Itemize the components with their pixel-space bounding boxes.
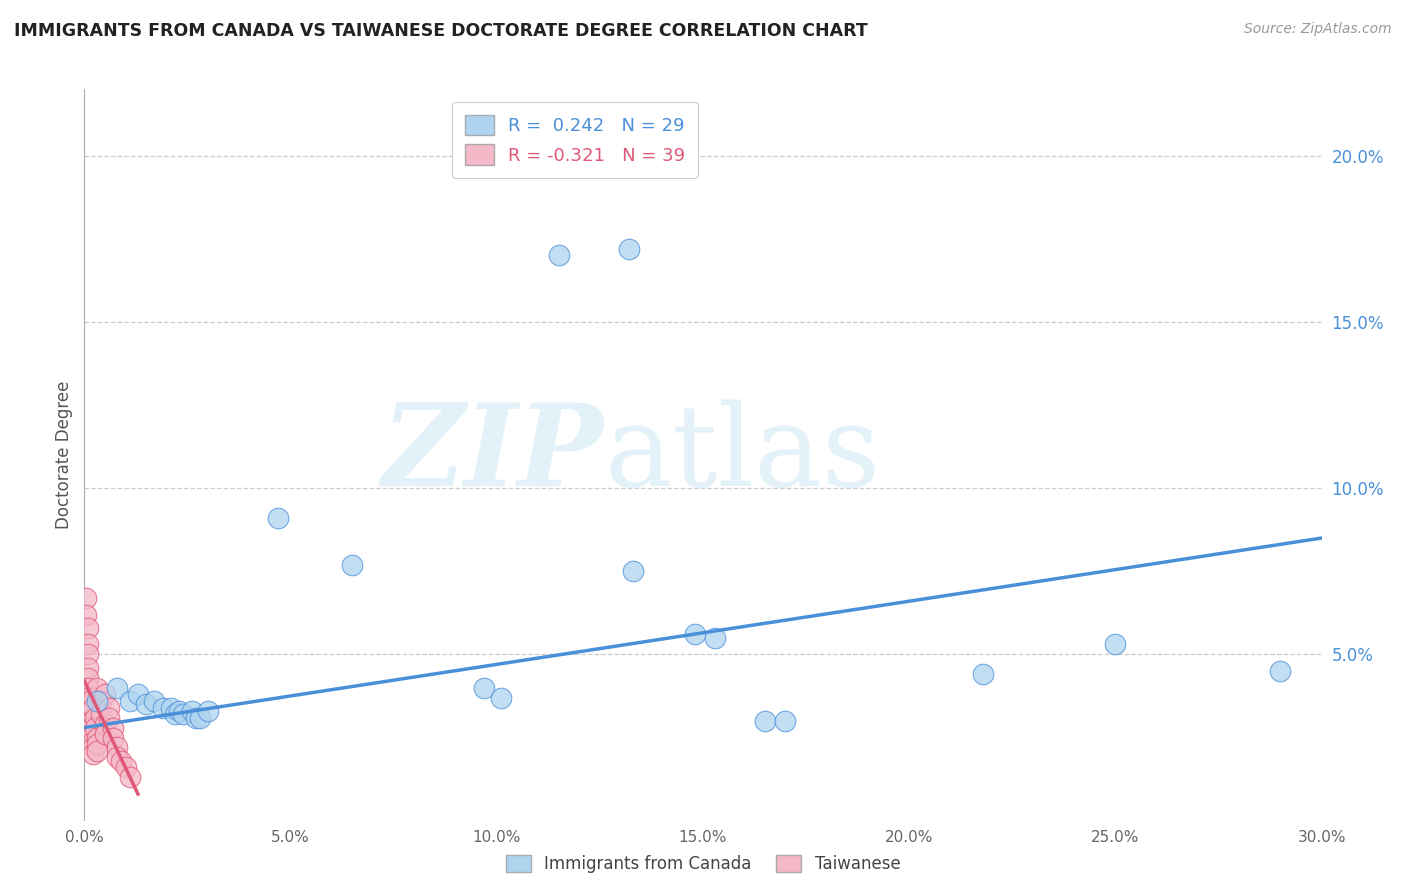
- Point: [75, 607, 97, 622]
- Point: [82, 740, 104, 755]
- Point: [547, 248, 569, 262]
- Point: [188, 710, 211, 724]
- Point: [86, 744, 108, 758]
- Point: [83, 721, 105, 735]
- Point: [77, 690, 100, 705]
- Point: [77, 648, 100, 662]
- Point: [180, 704, 202, 718]
- Point: [86, 731, 108, 745]
- Point: [94, 687, 117, 701]
- Point: [110, 754, 132, 768]
- Legend: Immigrants from Canada, Taiwanese: Immigrants from Canada, Taiwanese: [498, 847, 908, 882]
- Point: [165, 707, 187, 722]
- Point: [105, 740, 128, 755]
- Point: [82, 747, 104, 761]
- Point: [105, 750, 128, 764]
- Point: [79, 721, 101, 735]
- Point: [77, 681, 100, 695]
- Text: Source: ZipAtlas.com: Source: ZipAtlas.com: [1244, 22, 1392, 37]
- Point: [160, 700, 183, 714]
- Point: [342, 558, 364, 572]
- Point: [184, 710, 207, 724]
- Point: [90, 707, 112, 722]
- Point: [775, 714, 797, 728]
- Point: [114, 760, 136, 774]
- Y-axis label: Doctorate Degree: Doctorate Degree: [55, 381, 73, 529]
- Point: [754, 714, 776, 728]
- Point: [86, 694, 108, 708]
- Point: [167, 704, 190, 718]
- Point: [1104, 637, 1126, 651]
- Point: [86, 737, 108, 751]
- Point: [118, 771, 141, 785]
- Point: [621, 564, 644, 578]
- Point: [172, 707, 194, 722]
- Text: IMMIGRANTS FROM CANADA VS TAIWANESE DOCTORATE DEGREE CORRELATION CHART: IMMIGRANTS FROM CANADA VS TAIWANESE DOCT…: [14, 22, 868, 40]
- Point: [103, 731, 125, 745]
- Point: [98, 710, 121, 724]
- Text: ZIP: ZIP: [382, 400, 605, 510]
- Point: [82, 734, 104, 748]
- Text: atlas: atlas: [605, 400, 880, 510]
- Point: [82, 690, 104, 705]
- Point: [77, 671, 100, 685]
- Point: [704, 631, 727, 645]
- Point: [98, 700, 121, 714]
- Point: [90, 694, 112, 708]
- Point: [82, 727, 104, 741]
- Point: [77, 637, 100, 651]
- Point: [75, 591, 97, 605]
- Point: [94, 717, 117, 731]
- Point: [86, 681, 108, 695]
- Point: [474, 681, 496, 695]
- Point: [143, 694, 166, 708]
- Point: [118, 694, 141, 708]
- Point: [94, 727, 117, 741]
- Point: [103, 721, 125, 735]
- Point: [79, 704, 101, 718]
- Point: [77, 661, 100, 675]
- Point: [617, 242, 640, 256]
- Point: [197, 704, 219, 718]
- Point: [79, 698, 101, 712]
- Point: [135, 698, 157, 712]
- Point: [152, 700, 174, 714]
- Point: [79, 714, 101, 728]
- Point: [267, 511, 290, 525]
- Point: [489, 690, 512, 705]
- Point: [83, 710, 105, 724]
- Point: [1270, 664, 1292, 678]
- Point: [127, 687, 149, 701]
- Point: [972, 667, 994, 681]
- Point: [82, 700, 104, 714]
- Point: [105, 681, 128, 695]
- Point: [77, 621, 100, 635]
- Point: [683, 627, 706, 641]
